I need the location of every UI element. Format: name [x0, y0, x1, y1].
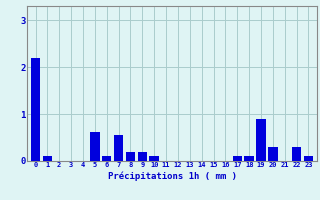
- Bar: [256, 119, 266, 161]
- Bar: [90, 132, 100, 161]
- Bar: [31, 58, 40, 161]
- Bar: [233, 156, 242, 161]
- Bar: [304, 156, 313, 161]
- Bar: [244, 156, 254, 161]
- Bar: [138, 152, 147, 161]
- X-axis label: Précipitations 1h ( mm ): Précipitations 1h ( mm ): [108, 171, 236, 181]
- Bar: [126, 152, 135, 161]
- Bar: [114, 135, 123, 161]
- Bar: [268, 147, 278, 161]
- Bar: [149, 156, 159, 161]
- Bar: [43, 156, 52, 161]
- Bar: [292, 147, 301, 161]
- Bar: [102, 156, 111, 161]
